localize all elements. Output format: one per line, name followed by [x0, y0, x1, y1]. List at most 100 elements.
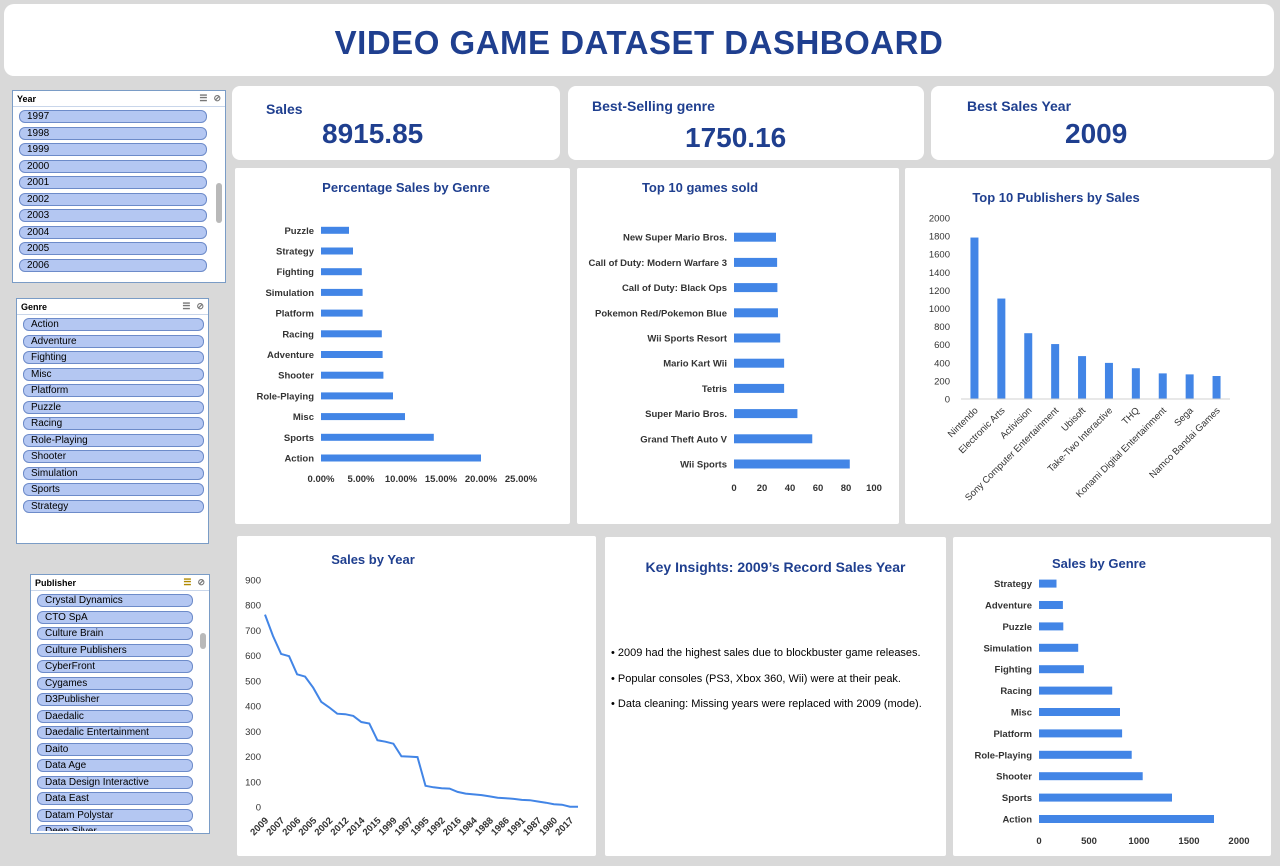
chart-title: Sales by Year [331, 552, 415, 567]
slicer-item[interactable]: Adventure [23, 334, 204, 348]
slicer-item[interactable]: Culture Brain [37, 627, 193, 640]
y-tick-label: 1200 [929, 286, 950, 297]
category-label: Misc [293, 412, 314, 423]
bar [1039, 622, 1064, 631]
y-tick-label: 1400 [929, 268, 950, 279]
bar [321, 309, 363, 317]
y-tick-label: 200 [245, 752, 261, 763]
header-card: VIDEO GAME DATASET DASHBOARD [4, 4, 1274, 76]
slicer-item[interactable]: Data Design Interactive [37, 775, 193, 789]
category-label: Role-Playing [974, 750, 1032, 761]
multi-select-icon[interactable]: ☰ [199, 93, 208, 103]
bar [734, 358, 785, 368]
slicer-item[interactable]: Strategy [23, 499, 204, 513]
slicer-item[interactable]: 1997 [19, 110, 207, 123]
y-tick-label: 1600 [929, 250, 950, 261]
y-tick-label: 1000 [929, 304, 950, 315]
genre-kpi-label: Best-Selling genre [592, 98, 715, 114]
bar [734, 308, 778, 318]
slicer-item[interactable]: 2006 [19, 258, 207, 272]
clear-filter-icon[interactable]: ⊘ [197, 577, 205, 587]
slicer-item[interactable]: Fighting [23, 351, 204, 364]
genre-kpi-card: Best-Selling genre 1750.16 [568, 86, 924, 160]
x-tick-label: 15.00% [425, 474, 458, 485]
genre-slicer[interactable]: Genre ☰ ⊘ Action Adventure Fighting Misc Platf… [16, 298, 209, 544]
y-tick-label: 0 [256, 803, 261, 814]
y-tick-label: 400 [245, 702, 261, 713]
slicer-item[interactable]: Culture Publishers [37, 643, 193, 657]
slicer-item[interactable]: Daito [37, 742, 193, 756]
sales-kpi-card: Sales 8915.85 [232, 86, 560, 160]
bar [734, 333, 781, 343]
x-tick-label: 100 [866, 483, 882, 494]
slicer-item[interactable]: Crystal Dynamics [37, 594, 193, 607]
slicer-item[interactable]: Racing [23, 417, 204, 430]
x-tick-label: 1500 [1178, 836, 1199, 847]
slicer-item[interactable]: 2002 [19, 192, 207, 206]
bar [734, 283, 778, 293]
x-tick-label: 0 [1036, 836, 1041, 847]
slicer-item[interactable]: Deep Silver [37, 825, 193, 831]
slicer-item[interactable]: Datam Polystar [37, 808, 193, 822]
slicer-item[interactable]: 2005 [19, 242, 207, 255]
year-slicer-title: Year [17, 93, 37, 104]
category-label: Wii Sports [680, 460, 727, 471]
slicer-item[interactable]: Puzzle [23, 400, 204, 414]
slicer-item[interactable]: 2003 [19, 209, 207, 222]
y-tick-label: 900 [245, 576, 261, 587]
category-label: Pokemon Red/Pokemon Blue [595, 308, 727, 319]
publisher-slicer[interactable]: Publisher ☰ ⊘ Crystal Dynamics CTO SpA Cultu… [30, 574, 210, 834]
year-slicer[interactable]: Year ☰ ⊘ 1997 1998 1999 2000 2001 2002 2003 2004 2… [12, 90, 226, 283]
slicer-item[interactable]: 2004 [19, 225, 207, 239]
bar [1039, 579, 1057, 588]
x-tick-label: 5.00% [348, 474, 375, 485]
category-label: Puzzle [284, 226, 314, 237]
category-label: Action [284, 454, 314, 465]
slicer-item[interactable]: 1998 [19, 126, 207, 140]
slicer-item[interactable]: Data East [37, 792, 193, 805]
bar [321, 351, 383, 358]
slicer-item[interactable]: Role-Playing [23, 433, 204, 447]
bar [1078, 356, 1087, 399]
bar [1039, 708, 1120, 716]
slicer-item[interactable]: Platform [23, 384, 204, 397]
slicer-item[interactable]: 1999 [19, 143, 207, 156]
multi-select-icon[interactable]: ☰ [183, 577, 192, 587]
bar [321, 371, 384, 379]
sales-line [264, 614, 578, 808]
clear-filter-icon[interactable]: ⊘ [213, 93, 221, 103]
slicer-item[interactable]: 2001 [19, 176, 207, 189]
category-label: Fighting [277, 267, 315, 278]
slicer-item[interactable]: 2000 [19, 159, 207, 173]
x-tick-label: 20 [757, 483, 768, 494]
clear-filter-icon[interactable]: ⊘ [196, 301, 204, 311]
slicer-item[interactable]: CyberFront [37, 660, 193, 673]
slicer-item[interactable]: Daedalic Entertainment [37, 726, 193, 739]
publisher-slicer-title: Publisher [35, 577, 77, 588]
category-label: Call of Duty: Black Ops [622, 283, 727, 294]
slicer-item[interactable]: Data Age [37, 759, 193, 772]
multi-select-icon[interactable]: ☰ [182, 301, 191, 311]
slicer-item[interactable]: Shooter [23, 450, 204, 463]
category-label: New Super Mario Bros. [623, 233, 727, 244]
bar [734, 459, 850, 469]
slicer-item[interactable]: Sports [23, 483, 204, 496]
category-label: THQ [1120, 405, 1142, 427]
slicer-item[interactable]: Daedalic [37, 709, 193, 723]
slicer-item[interactable]: Cygames [37, 676, 193, 690]
sales-year-chart: Sales by Year 0 100 200 300 400 500 600 700 800 90… [245, 552, 578, 838]
category-label: Sega [1172, 405, 1196, 429]
slicer-item[interactable]: Misc [23, 367, 204, 381]
top-publishers-chart: Top 10 Publishers by Sales 0 200 400 600 800 1… [929, 190, 1230, 503]
bar [321, 226, 349, 234]
page-title: VIDEO GAME DATASET DASHBOARD [334, 24, 944, 61]
category-label: Tetris [702, 384, 727, 395]
slicer-item[interactable]: CTO SpA [37, 610, 193, 624]
year-slicer-scrollbar[interactable] [216, 183, 222, 223]
slicer-item[interactable]: D3Publisher [37, 693, 193, 706]
publisher-slicer-scrollbar[interactable] [200, 633, 206, 649]
bar [1104, 362, 1113, 399]
slicer-item[interactable]: Action [23, 318, 204, 331]
slicer-item[interactable]: Simulation [23, 466, 204, 480]
top-publishers-card: Top 10 Publishers by Sales 0 200 400 600 800 1… [905, 168, 1271, 524]
